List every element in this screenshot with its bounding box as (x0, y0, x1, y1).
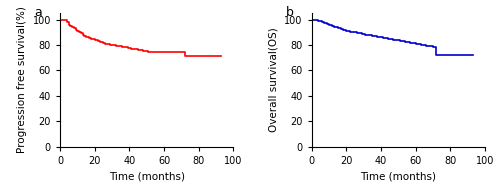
Text: b: b (286, 6, 294, 20)
X-axis label: Time (months): Time (months) (108, 171, 184, 181)
Y-axis label: Overall survival(OS): Overall survival(OS) (268, 27, 278, 132)
Text: a: a (34, 6, 42, 20)
X-axis label: Time (months): Time (months) (360, 171, 436, 181)
Y-axis label: Progression free survival(%): Progression free survival(%) (17, 6, 27, 153)
